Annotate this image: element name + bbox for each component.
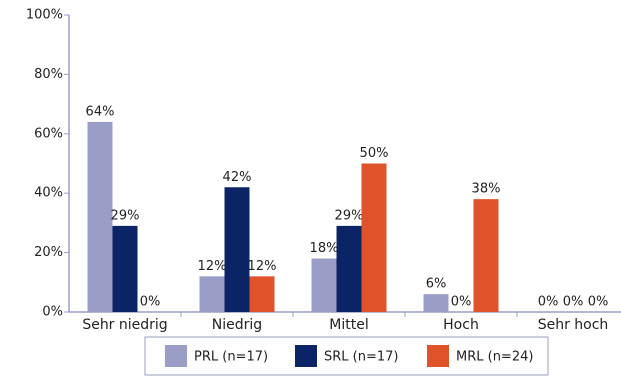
x-tick-label: Sehr niedrig — [82, 317, 167, 333]
x-tick-label: Niedrig — [212, 317, 262, 333]
legend-swatch — [295, 345, 317, 367]
x-tick-label: Hoch — [443, 317, 479, 333]
bar — [87, 121, 113, 312]
bar — [199, 276, 225, 312]
bar — [311, 258, 337, 312]
legend-swatch — [427, 345, 449, 367]
y-tick-label: 20% — [34, 245, 63, 260]
y-tick-label: 0% — [42, 305, 63, 320]
y-tick-label: 40% — [34, 186, 63, 201]
y-tick-label: 60% — [34, 126, 63, 141]
value-label: 12% — [198, 259, 227, 274]
value-label: 0% — [538, 295, 559, 310]
value-label: 0% — [140, 295, 161, 310]
value-label: 0% — [563, 295, 584, 310]
value-label: 12% — [248, 259, 277, 274]
bar — [473, 199, 499, 312]
value-label: 42% — [223, 170, 252, 185]
bar — [423, 294, 449, 312]
value-label: 29% — [335, 208, 364, 223]
bar — [336, 225, 362, 312]
y-tick-label: 80% — [34, 67, 63, 82]
bar — [112, 225, 138, 312]
legend-label: PRL (n=17) — [194, 350, 268, 365]
bar — [249, 276, 275, 312]
x-tick-label: Sehr hoch — [538, 317, 609, 333]
value-label: 0% — [451, 295, 472, 310]
legend-swatch — [165, 345, 187, 367]
legend-box — [144, 336, 549, 376]
value-label: 38% — [472, 182, 501, 197]
value-label: 6% — [426, 277, 447, 292]
value-label: 50% — [360, 146, 389, 161]
value-label: 64% — [86, 104, 115, 119]
value-label: 0% — [588, 295, 609, 310]
legend-label: SRL (n=17) — [324, 350, 398, 365]
value-label: 29% — [111, 208, 140, 223]
bar — [224, 187, 250, 312]
bar — [361, 163, 387, 312]
legend-label: MRL (n=24) — [456, 350, 533, 365]
x-tick-label: Mittel — [329, 317, 368, 333]
value-label: 18% — [310, 241, 339, 256]
y-tick-label: 100% — [26, 8, 63, 23]
